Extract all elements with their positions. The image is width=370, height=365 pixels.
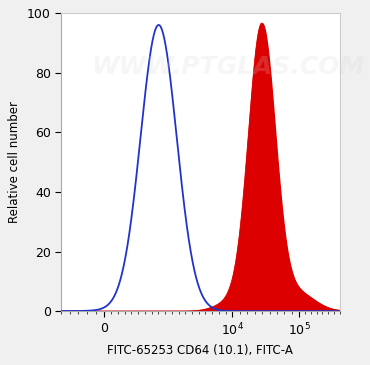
- Text: WWW.PTGLAS.COM: WWW.PTGLAS.COM: [92, 55, 365, 79]
- Y-axis label: Relative cell number: Relative cell number: [9, 101, 21, 223]
- X-axis label: FITC-65253 CD64 (10.1), FITC-A: FITC-65253 CD64 (10.1), FITC-A: [108, 344, 293, 357]
